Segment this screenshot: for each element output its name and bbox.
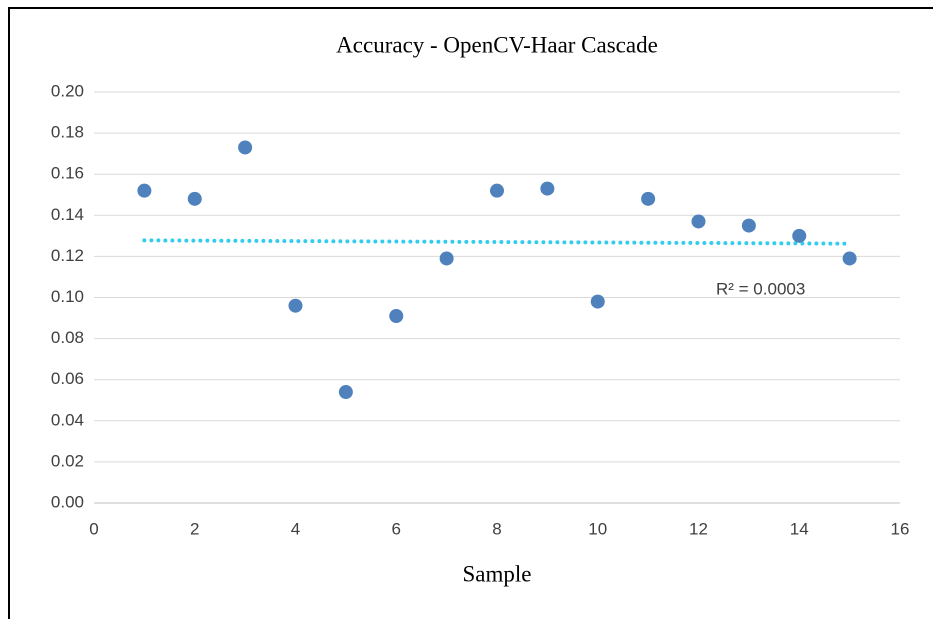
x-tick-label: 6	[392, 519, 401, 538]
point	[741, 218, 756, 233]
x-tick-label: 2	[190, 519, 199, 538]
point	[238, 140, 253, 155]
point	[439, 251, 454, 266]
trendline	[142, 238, 852, 246]
x-tick-label: 10	[588, 519, 607, 538]
trendline-annotation: R² = 0.0003	[716, 279, 805, 298]
point	[842, 251, 857, 266]
y-tick-label: 0.20	[51, 81, 84, 100]
point	[540, 181, 555, 196]
y-tick-label: 0.08	[51, 328, 84, 347]
x-tick-label: 8	[492, 519, 501, 538]
point	[137, 183, 152, 198]
x-axis-label: Sample	[463, 561, 532, 586]
y-tick-label: 0.18	[51, 123, 84, 142]
y-tick-label: 0.14	[51, 205, 84, 224]
point	[288, 298, 303, 313]
point	[641, 191, 656, 206]
point	[590, 294, 605, 309]
point	[187, 191, 202, 206]
x-tick-label: 4	[291, 519, 300, 538]
x-tick-label: 12	[689, 519, 708, 538]
x-tick-label: 0	[89, 519, 98, 538]
point	[389, 308, 404, 323]
y-tick-label: 0.00	[51, 492, 84, 511]
x-tick-label: 14	[790, 519, 809, 538]
y-tick-label: 0.12	[51, 246, 84, 265]
y-tick-label: 0.02	[51, 451, 84, 470]
y-tick-label: 0.06	[51, 369, 84, 388]
point	[691, 214, 706, 229]
chart-title: Accuracy - OpenCV-Haar Cascade	[336, 32, 658, 57]
x-tick-label: 16	[891, 519, 910, 538]
y-tick-label: 0.04	[51, 410, 84, 429]
frame	[8, 7, 933, 619]
point	[338, 385, 353, 400]
y-tick-label: 0.10	[51, 287, 84, 306]
point	[792, 228, 807, 243]
y-tick-label: 0.16	[51, 164, 84, 183]
point	[490, 183, 504, 198]
